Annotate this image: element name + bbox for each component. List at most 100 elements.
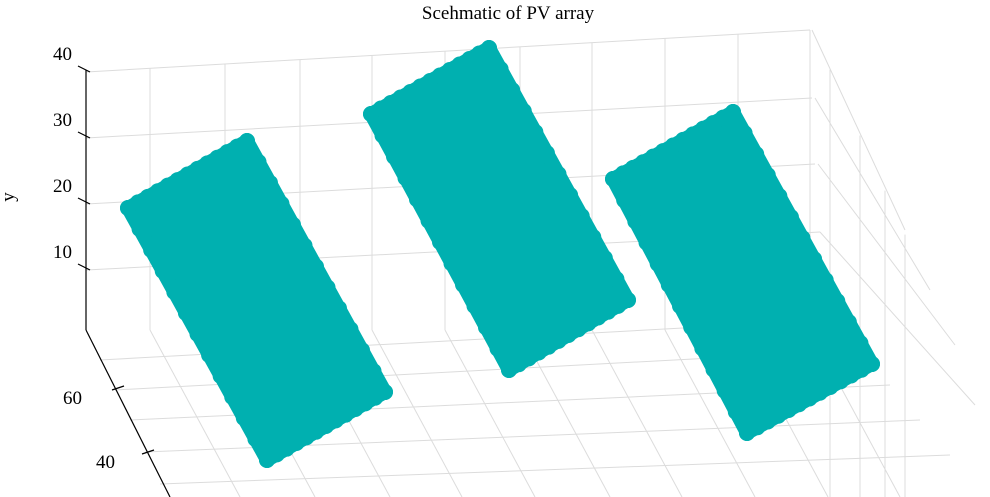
pv-panel-1-marker — [247, 431, 264, 447]
pv-panel-3-marker — [736, 125, 753, 141]
pv-panel-1-marker — [239, 133, 255, 149]
pv-panel-3-marker — [806, 251, 823, 267]
pv-panel-1-marker — [120, 200, 136, 216]
grid-floor-a-3 — [371, 329, 463, 497]
x-tick-mark-0 — [111, 385, 125, 391]
pv-panel-1-marker — [262, 174, 278, 191]
y-tick-mark-2 — [77, 131, 91, 139]
pv-panel-1-marker — [143, 242, 160, 258]
x-tick-60: 60 — [63, 388, 82, 409]
pv-panel-1-marker — [166, 284, 183, 300]
pv-panel-2-marker — [397, 170, 414, 186]
pv-panel-3-marker — [727, 403, 744, 420]
pv-panel-1-marker — [250, 153, 267, 170]
pv-panel-3-marker — [638, 234, 655, 251]
y-tick-10: 10 — [53, 242, 72, 263]
pv-panel-2-marker — [443, 255, 460, 272]
pv-panel-2-marker — [538, 145, 555, 161]
pv-panel-2-marker — [374, 127, 391, 144]
pv-panel-3-marker — [705, 361, 722, 378]
pv-panel-2-marker — [466, 298, 483, 314]
pv-panel-1-marker — [235, 410, 252, 426]
pv-panel-2-marker — [573, 208, 590, 224]
pv-panel-3-marker — [771, 188, 788, 204]
pv-panel-1-marker — [177, 305, 194, 321]
pv-panel-2-marker — [363, 106, 379, 122]
pv-panel-1-marker — [354, 342, 370, 359]
pv-panel-1-marker — [131, 221, 148, 237]
pv-panel-3-marker — [817, 272, 834, 288]
pv-panel-1-marker — [365, 363, 382, 380]
pv-panel-3-marker — [627, 213, 644, 230]
grid-floor-a-4 — [444, 329, 536, 497]
pv-panel-3-marker — [725, 104, 741, 120]
pv-panel-2-marker — [478, 319, 494, 336]
pv-panel-2-marker — [386, 148, 402, 165]
pv-panel-2-marker — [409, 191, 425, 208]
axes — [77, 65, 171, 497]
grid-floor-a-7 — [664, 329, 756, 497]
y-tick-mark-0 — [77, 263, 91, 271]
pv-panel-1-marker — [154, 263, 171, 279]
pv-panel-3-marker — [694, 340, 711, 357]
grid-side-1 — [814, 97, 931, 291]
grid-floor-b-4 — [159, 454, 951, 485]
grid-side-3 — [819, 231, 976, 406]
pv-panel-3-marker — [759, 167, 776, 183]
pv-panel-2-marker — [504, 82, 521, 98]
pv-panel-1-marker — [342, 321, 359, 338]
pv-panel-3-marker — [716, 382, 733, 399]
pv-panel-2-marker — [527, 124, 544, 140]
pv-panel-1-marker — [331, 300, 347, 317]
pv-panel-2-marker — [489, 340, 506, 357]
chart-title: Scehmatic of PV array — [422, 3, 595, 24]
y-tick-20: 20 — [53, 176, 72, 197]
pv-panel-3-marker — [840, 314, 857, 330]
pv-panel-3-marker — [672, 298, 688, 314]
y-tick-mark-3 — [77, 65, 91, 73]
pv-panel-2-marker — [501, 362, 517, 378]
y-tick-mark-1 — [77, 197, 91, 205]
pv-panel-1-marker — [296, 237, 313, 254]
pv-panel-2-marker — [515, 103, 532, 119]
pv-panel-2-marker — [608, 271, 625, 287]
pv-panel-2-marker — [432, 234, 448, 250]
pv-panel-3-marker — [739, 425, 755, 441]
pv-panel-2-marker — [596, 250, 613, 266]
pv-panel-1-marker — [308, 258, 324, 275]
grid-floor-a-0 — [149, 329, 241, 497]
pv-panel-2-marker — [550, 166, 567, 182]
pv-panel-1-marker — [189, 326, 206, 342]
pv-panel-3-marker — [649, 255, 666, 272]
pv-panel-1-marker — [319, 279, 336, 296]
grid-side-0 — [811, 29, 906, 231]
pv-panel-2-marker — [492, 61, 509, 77]
pv-panel-3-marker — [616, 192, 633, 209]
pv-panel-1-marker — [201, 347, 218, 363]
pv-panel-3-marker — [748, 146, 765, 162]
y-tick-30: 30 — [53, 110, 72, 131]
pv-panel-1-marker — [212, 368, 229, 384]
pv-panel-3-marker — [660, 276, 677, 293]
pv-panel-2-marker — [420, 212, 437, 229]
pv-panels — [120, 40, 880, 468]
pv-panel-3-marker — [852, 335, 869, 351]
pv-panel-1-marker — [273, 195, 290, 212]
x-axis-line — [85, 329, 171, 497]
y-axis-label: y — [0, 192, 19, 202]
pv-panel-2-marker — [585, 229, 602, 245]
grid-side-2 — [817, 163, 956, 346]
pv-panel-2-marker — [455, 276, 471, 293]
pv-panel-1-marker — [224, 389, 241, 405]
pv-panel-2-marker — [481, 40, 497, 56]
grid-line-y-3 — [85, 29, 811, 73]
pv-panel-3-marker — [782, 209, 799, 225]
pv-panel-1-marker — [285, 216, 301, 233]
pv-panel-3-marker — [829, 293, 846, 309]
pv-panel-2-marker — [562, 187, 579, 203]
grid-floor-a-6 — [591, 329, 683, 497]
pv-panel-3-marker — [605, 171, 621, 187]
y-tick-40: 40 — [53, 44, 72, 65]
x-tick-mark-1 — [141, 449, 155, 455]
